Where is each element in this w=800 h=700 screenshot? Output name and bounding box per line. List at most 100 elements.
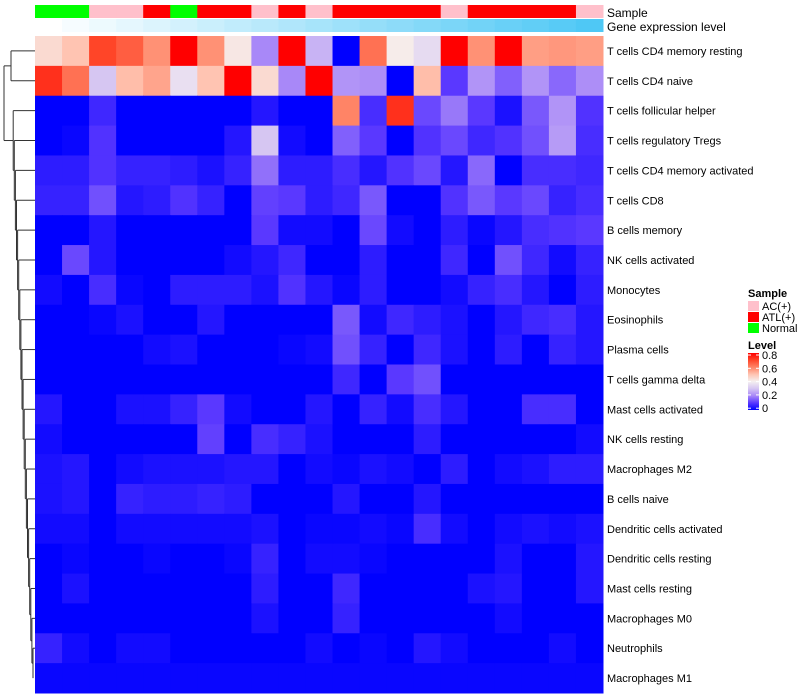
row-label: Macrophages M2 (607, 464, 692, 476)
heatmap-cell (35, 274, 63, 306)
heatmap-cell (521, 364, 550, 395)
heatmap-cell (62, 215, 90, 246)
heatmap-cell (305, 155, 334, 186)
heatmap-cell (170, 633, 198, 664)
heatmap-cell (440, 155, 469, 186)
heatmap-cell (467, 36, 496, 67)
heatmap-cell (224, 274, 252, 306)
heatmap-cell (89, 185, 117, 216)
heatmap-cell (359, 603, 388, 634)
heatmap-cell (332, 155, 361, 186)
heatmap-cell (494, 454, 523, 485)
heatmap-cell (143, 663, 171, 694)
heatmap-cell (386, 633, 415, 664)
heatmap-cell (521, 424, 550, 455)
heatmap-cell (143, 364, 171, 395)
heatmap-cell (116, 245, 144, 276)
gene-level-annotation-cell (413, 19, 442, 32)
heatmap-cell (494, 543, 523, 575)
sample-annotation-cell (575, 5, 604, 18)
heatmap-cell (224, 394, 252, 425)
gene-level-annotation-cell (278, 19, 306, 32)
row-label: T cells gamma delta (607, 374, 706, 386)
heatmap-cell (386, 663, 415, 694)
legend-label: AC(+) (762, 301, 791, 313)
heatmap-cell (413, 454, 442, 485)
heatmap-cell (143, 483, 171, 515)
heatmap-cell (197, 424, 225, 455)
heatmap-cell (170, 155, 198, 186)
heatmap-cell (170, 274, 198, 306)
heatmap-cell (575, 394, 604, 425)
row-label: NK cells activated (607, 255, 694, 267)
heatmap-cell (143, 245, 171, 276)
row-label: NK cells resting (607, 434, 683, 446)
heatmap-cell (224, 454, 252, 485)
heatmap-cell (89, 364, 117, 395)
heatmap-cell (143, 633, 171, 664)
sample-annotation-cell (440, 5, 469, 18)
heatmap-cell (116, 215, 144, 246)
heatmap-cell (548, 424, 577, 455)
heatmap-cell (332, 663, 361, 694)
heatmap-cell (278, 513, 306, 545)
heatmap-cell (575, 95, 604, 127)
heatmap-cell (575, 543, 604, 575)
legend-label: ATL(+) (762, 312, 795, 324)
heatmap-cell (413, 274, 442, 306)
heatmap-cell (143, 603, 171, 634)
heatmap-cell (440, 663, 469, 694)
heatmap-cell (494, 603, 523, 634)
heatmap-cell (575, 424, 604, 455)
heatmap-cell (494, 573, 523, 604)
heatmap-cell (89, 36, 117, 67)
gene-level-annotation-cell (440, 19, 469, 32)
heatmap-cell (89, 603, 117, 634)
sample-annotation-cell (332, 5, 361, 18)
heatmap-cell (62, 543, 90, 575)
heatmap-cell (170, 215, 198, 246)
heatmap-cell (305, 245, 334, 276)
heatmap-cell (251, 36, 279, 67)
heatmap-cell (170, 483, 198, 515)
sample-annotation-cell (494, 5, 523, 18)
heatmap-cell (35, 603, 63, 634)
heatmap-cell (386, 603, 415, 634)
heatmap-cell (467, 603, 496, 634)
heatmap-cell (224, 513, 252, 545)
heatmap-cell (494, 65, 523, 97)
heatmap-cell (278, 334, 306, 365)
heatmap-cell (575, 454, 604, 485)
heatmap-cell (224, 633, 252, 664)
heatmap-cell (224, 603, 252, 634)
heatmap-cell (224, 155, 252, 186)
heatmap-cell (197, 573, 225, 604)
heatmap-cell (116, 663, 144, 694)
row-label: T cells CD8 (607, 195, 664, 207)
heatmap-cell (62, 573, 90, 604)
heatmap-cell (548, 633, 577, 664)
heatmap-cell (251, 394, 279, 425)
heatmap-cell (116, 36, 144, 67)
heatmap-cell (359, 185, 388, 216)
heatmap-cell (89, 215, 117, 246)
heatmap-cell (359, 334, 388, 365)
legend-swatch-atl (748, 312, 759, 322)
heatmap-cell (494, 483, 523, 515)
heatmap-cell (197, 513, 225, 545)
heatmap-cell (251, 483, 279, 515)
heatmap-cell (170, 663, 198, 694)
heatmap-cell (548, 155, 577, 186)
heatmap-cell (359, 245, 388, 276)
heatmap-cell (197, 36, 225, 67)
heatmap-cell (440, 394, 469, 425)
heatmap-cell (170, 304, 198, 336)
sample-annotation-cell (35, 5, 63, 18)
row-label: Mast cells resting (607, 583, 692, 595)
heatmap-cell (278, 155, 306, 186)
heatmap-cell (116, 274, 144, 306)
heatmap-cell (413, 663, 442, 694)
heatmap-cell (89, 155, 117, 186)
heatmap-cell (197, 603, 225, 634)
heatmap-cell (251, 334, 279, 365)
